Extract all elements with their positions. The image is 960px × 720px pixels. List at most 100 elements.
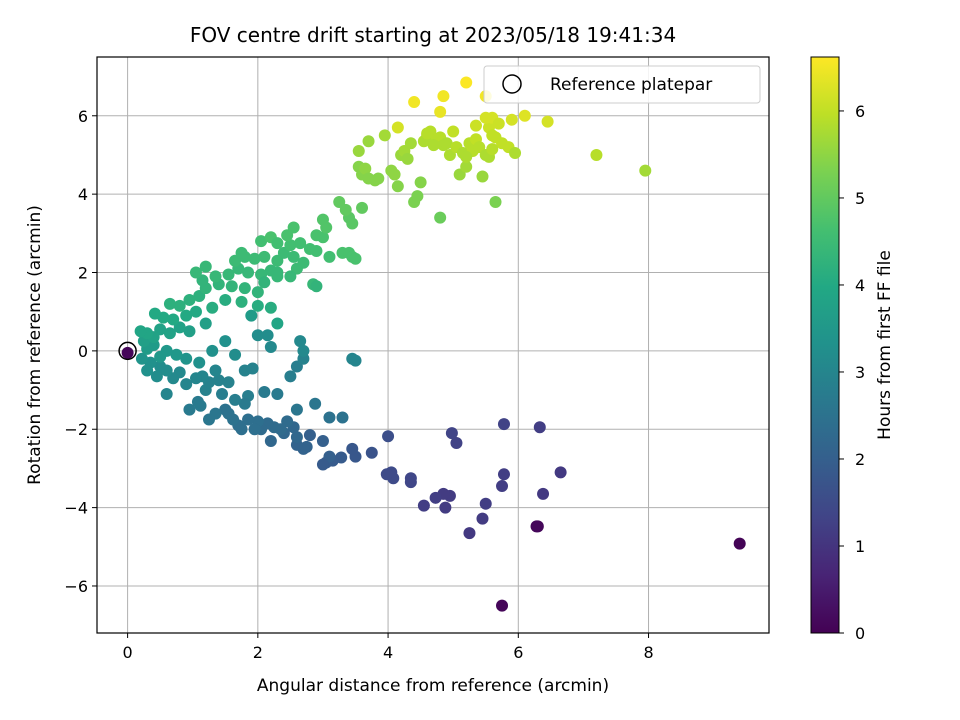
data-point	[380, 468, 393, 481]
data-point	[264, 340, 277, 353]
data-point	[309, 397, 322, 410]
data-point	[294, 237, 307, 250]
y-tick-label: −4	[64, 499, 88, 518]
data-point	[189, 305, 202, 318]
data-points	[121, 76, 746, 612]
chart-title: FOV centre drift starting at 2023/05/18 …	[190, 23, 676, 47]
data-point	[639, 164, 652, 177]
data-point	[554, 466, 567, 479]
data-point	[445, 427, 458, 440]
data-point	[310, 229, 323, 242]
data-point	[401, 152, 414, 165]
data-point	[496, 480, 509, 493]
data-point	[316, 458, 329, 471]
data-point	[167, 313, 180, 326]
data-point	[382, 430, 395, 443]
data-point	[496, 599, 509, 612]
x-tick-label: 0	[123, 643, 133, 662]
data-point	[505, 113, 518, 126]
data-point	[486, 143, 499, 156]
data-point	[121, 346, 134, 359]
colorbar-tick-label: 2	[855, 450, 865, 469]
data-point	[248, 423, 261, 436]
data-point	[497, 468, 510, 481]
data-point	[346, 217, 359, 230]
data-point	[284, 239, 297, 252]
data-point	[248, 252, 261, 265]
data-point	[316, 435, 329, 447]
data-point	[199, 260, 212, 273]
data-point	[460, 150, 473, 163]
data-point	[258, 276, 271, 289]
data-point	[271, 317, 284, 330]
legend-marker-icon	[502, 74, 522, 94]
data-point	[417, 499, 430, 512]
data-point	[183, 293, 196, 306]
data-point	[206, 344, 219, 357]
data-point	[362, 135, 375, 148]
data-point	[141, 364, 154, 377]
data-point	[135, 352, 148, 365]
data-point	[287, 221, 300, 234]
x-tick-label: 8	[643, 643, 653, 662]
data-point	[203, 413, 215, 426]
data-point	[163, 327, 176, 340]
data-point	[284, 270, 297, 283]
x-tick-label: 4	[383, 643, 393, 662]
data-point	[225, 280, 238, 293]
data-point	[356, 201, 369, 214]
data-point	[359, 162, 372, 175]
colorbar-label: Hours from first FF file	[875, 250, 895, 440]
x-tick-label: 6	[513, 643, 523, 662]
colorbar-tick-label: 0	[855, 624, 865, 643]
data-point	[229, 348, 242, 361]
data-point	[235, 246, 248, 259]
data-point	[148, 307, 161, 320]
data-point	[486, 129, 499, 142]
data-point	[408, 96, 421, 109]
data-point	[264, 435, 277, 447]
data-point	[469, 119, 482, 132]
colorbar-tick-label: 1	[855, 537, 865, 556]
plot-frame	[96, 56, 770, 634]
legend: Reference platepar	[483, 65, 761, 104]
data-point	[290, 431, 303, 444]
grid-lines	[97, 57, 769, 633]
x-axis-ticks: 0 2 4 6 8	[123, 633, 654, 662]
data-point	[411, 190, 424, 203]
data-point	[434, 105, 447, 118]
data-point	[492, 117, 505, 130]
data-point	[336, 411, 349, 424]
data-point	[134, 325, 147, 338]
data-point	[160, 387, 173, 400]
x-tick-label: 2	[253, 643, 263, 662]
data-point	[219, 335, 232, 348]
colorbar-ticks: 0 1 2 3 4 5 6	[839, 102, 865, 643]
data-point	[414, 176, 427, 189]
y-tick-label: 4	[78, 185, 88, 204]
colorbar-tick-label: 4	[855, 276, 865, 295]
data-point	[437, 90, 450, 103]
data-point	[391, 121, 404, 134]
data-point	[150, 370, 163, 383]
data-point	[170, 348, 183, 361]
data-point	[191, 395, 204, 408]
data-point	[427, 139, 440, 152]
data-point	[323, 250, 336, 263]
data-point	[450, 436, 463, 449]
data-point	[460, 160, 473, 173]
data-point	[222, 376, 235, 389]
data-point	[206, 301, 219, 314]
data-point	[518, 109, 531, 122]
data-point	[365, 446, 378, 459]
data-point	[183, 325, 196, 338]
data-point	[242, 266, 255, 279]
data-point	[193, 356, 206, 369]
data-point	[180, 378, 193, 391]
data-point	[251, 286, 264, 299]
colorbar-tick-label: 6	[855, 102, 865, 121]
data-point	[352, 145, 365, 158]
colorbar-gradient	[810, 56, 840, 634]
legend-box	[483, 65, 761, 104]
data-point	[434, 211, 447, 224]
